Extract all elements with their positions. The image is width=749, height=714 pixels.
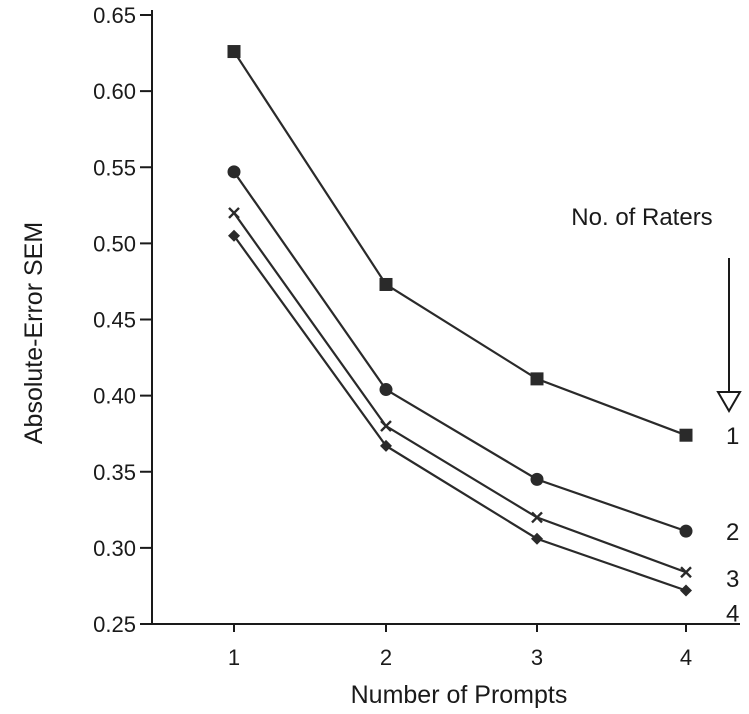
x-ticks: 1 2 3 4 — [228, 624, 692, 670]
y-ticks: 0.25 0.30 0.35 0.40 0.45 0.50 0.55 0.60 0.65 — [93, 3, 152, 637]
x-tick-label: 2 — [380, 645, 392, 670]
series-4: 4 — [228, 229, 739, 628]
y-tick-label: 0.65 — [93, 3, 136, 28]
y-tick-label: 0.50 — [93, 231, 136, 256]
data-point — [380, 420, 392, 432]
series-layer: 1 2 3 4 — [227, 45, 739, 628]
series-line — [233, 171, 687, 533]
y-tick-label: 0.25 — [93, 612, 136, 637]
series-2: 2 — [227, 165, 739, 546]
y-tick-label: 0.40 — [93, 384, 136, 409]
data-point — [680, 584, 692, 597]
axes — [151, 10, 740, 625]
y-tick-label: 0.55 — [93, 155, 136, 180]
series-label: 3 — [726, 566, 739, 593]
data-point — [530, 372, 544, 386]
x-tick-label: 3 — [531, 645, 543, 670]
data-point — [380, 439, 392, 452]
data-point — [227, 45, 241, 59]
data-point — [531, 511, 543, 524]
series-line — [233, 50, 687, 437]
legend-arrow-head — [716, 391, 742, 413]
data-point — [530, 472, 544, 486]
data-point — [679, 428, 693, 442]
y-axis-label: Absolute-Error SEM — [20, 222, 48, 444]
data-point — [679, 524, 693, 538]
x-axis-label: Number of Prompts — [351, 681, 568, 709]
data-point — [531, 532, 543, 545]
y-tick-label: 0.60 — [93, 79, 136, 104]
data-point — [228, 229, 240, 242]
data-point — [228, 207, 240, 219]
legend: No. of Raters — [571, 204, 742, 413]
legend-title: No. of Raters — [571, 204, 712, 231]
y-tick-label: 0.30 — [93, 536, 136, 561]
data-point — [227, 165, 241, 179]
series-label: 2 — [726, 519, 739, 546]
series-line — [233, 212, 687, 574]
y-tick-label: 0.45 — [93, 308, 136, 333]
series-label: 4 — [726, 601, 739, 628]
y-tick-label: 0.35 — [93, 460, 136, 485]
data-point — [379, 277, 393, 291]
data-point — [680, 566, 692, 579]
x-tick-label: 1 — [228, 645, 240, 670]
series-line — [233, 235, 687, 592]
series-3: 3 — [228, 207, 739, 593]
data-point — [379, 383, 393, 397]
x-tick-label: 4 — [680, 645, 692, 670]
series-1: 1 — [227, 45, 739, 450]
series-label: 1 — [726, 423, 739, 450]
